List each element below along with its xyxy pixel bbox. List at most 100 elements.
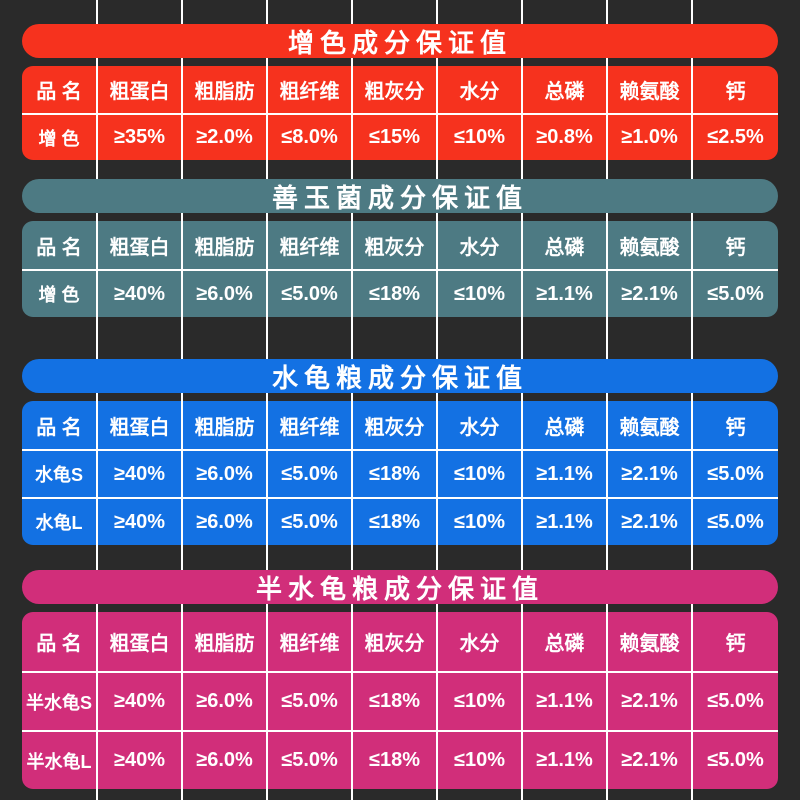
column-separator-line <box>608 0 693 800</box>
column-header: 粗脂肪 <box>183 612 268 671</box>
value-cell: ≥40% <box>98 269 183 317</box>
column-header: 品 名 <box>22 612 98 671</box>
column-header: 粗灰分 <box>353 612 438 671</box>
value-cell: ≥35% <box>98 113 183 160</box>
value-cell: ≤5.0% <box>268 730 353 789</box>
value-cell: ≥6.0% <box>183 269 268 317</box>
probiotic-table: 品 名粗蛋白 粗脂肪 粗纤维 粗灰分 水分 总磷 赖氨酸钙增 色 ≥40% ≥6.0% ≤5.0%… <box>22 221 778 317</box>
value-cell: ≤5.0% <box>268 269 353 317</box>
section-title: 水龟粮成分保证值 <box>22 359 778 393</box>
value-cell: ≥1.1% <box>523 497 608 545</box>
value-cell: ≤10% <box>438 497 523 545</box>
value-cell: ≤18% <box>353 730 438 789</box>
value-cell: ≤8.0% <box>268 113 353 160</box>
aquatic-turtle-food-table: 品 名粗蛋白 粗脂肪 粗纤维 粗灰分 水分 总磷 赖氨酸钙水龟S ≥40% ≥6.0% ≤5.0%… <box>22 401 778 545</box>
value-cell: ≤5.0% <box>693 671 778 730</box>
value-cell: ≥1.1% <box>523 671 608 730</box>
column-header: 粗蛋白 <box>98 612 183 671</box>
column-header: 赖氨酸 <box>608 66 693 113</box>
section-probiotic: 善玉菌成分保证值品 名粗蛋白 粗脂肪 粗纤维 粗灰分 水分 总磷 赖氨酸 钙增 色 ≥40% ≥6… <box>22 179 778 317</box>
column-header: 钙 <box>725 633 746 655</box>
value-cell: ≤5.0% <box>693 449 778 497</box>
column-header: 总磷 <box>523 612 608 671</box>
value-cell: ≥1.1% <box>523 269 608 317</box>
value-cell: ≥40% <box>98 497 183 545</box>
column-header: 钙 <box>725 81 746 103</box>
value-cell: ≤5.0% <box>693 730 778 789</box>
column-header: 赖氨酸 <box>608 401 693 449</box>
value-cell: ≤18% <box>353 671 438 730</box>
value-cell: ≥1.1% <box>523 730 608 789</box>
column-header: 粗灰分 <box>353 66 438 113</box>
value-cell: ≥2.1% <box>608 730 693 789</box>
value-cell: ≥2.1% <box>608 671 693 730</box>
value-cell: ≤15% <box>353 113 438 160</box>
column-header: 品 名 <box>22 221 98 269</box>
value-cell: ≤5.0% <box>268 449 353 497</box>
column-separator-line <box>183 0 268 800</box>
column-header: 水分 <box>438 66 523 113</box>
column-header: 钙 <box>725 416 746 439</box>
section-semi-aquatic-turtle-food: 半水龟粮成分保证值品 名粗蛋白 粗脂肪 粗纤维 粗灰分 水分 总磷 赖氨酸 钙半水龟S ≥40%… <box>22 570 778 789</box>
value-cell: ≤10% <box>438 449 523 497</box>
semi-aquatic-turtle-food-table: 品 名粗蛋白 粗脂肪 粗纤维 粗灰分 水分 总磷 赖氨酸钙半水龟S ≥40% ≥6.0% ≤5.0… <box>22 612 778 789</box>
value-cell: ≤5.0% <box>268 671 353 730</box>
value-cell: ≤10% <box>438 113 523 160</box>
value-cell: ≥2.1% <box>608 497 693 545</box>
column-header: 水分 <box>438 401 523 449</box>
row-label: 半水龟L <box>22 730 98 789</box>
column-header: 粗蛋白 <box>98 221 183 269</box>
section-title: 半水龟粮成分保证值 <box>22 570 778 604</box>
value-cell: ≥2.1% <box>608 449 693 497</box>
column-header: 品 名 <box>22 66 98 113</box>
value-cell: ≥40% <box>98 671 183 730</box>
column-header: 粗纤维 <box>268 66 353 113</box>
column-separator-line <box>438 0 523 800</box>
column-header: 粗灰分 <box>353 221 438 269</box>
column-header: 总磷 <box>523 221 608 269</box>
value-cell: ≤18% <box>353 449 438 497</box>
column-separator-line <box>98 0 183 800</box>
color-enhancing-table: 品 名粗蛋白 粗脂肪 粗纤维 粗灰分 水分 总磷 赖氨酸 钙增 色 ≥35% ≥2.0% ≤8.0%… <box>22 66 778 160</box>
value-cell: ≤5.0% <box>693 269 778 317</box>
row-label: 半水龟S <box>22 671 98 730</box>
value-cell: ≤10% <box>438 730 523 789</box>
sections-container: 增色成分保证值品 名粗蛋白 粗脂肪 粗纤维 粗灰分 水分 总磷 赖氨酸钙增 色 ≥35% ≥2.… <box>22 24 778 789</box>
section-aquatic-turtle-food: 水龟粮成分保证值品 名粗蛋白 粗脂肪 粗纤维 粗灰分 水分 总磷 赖氨酸 钙水龟S ≥40% ≥6… <box>22 359 778 545</box>
value-cell: ≤18% <box>353 497 438 545</box>
value-cell: ≥6.0% <box>183 730 268 789</box>
value-cell: ≥40% <box>98 730 183 789</box>
value-cell: ≥2.0% <box>183 113 268 160</box>
column-header: 赖氨酸 <box>608 612 693 671</box>
column-header: 品 名 <box>22 401 98 449</box>
value-cell: ≥1.1% <box>523 449 608 497</box>
column-header: 粗纤维 <box>268 612 353 671</box>
section-title: 增色成分保证值 <box>22 24 778 58</box>
value-cell: ≤2.5% <box>693 113 778 160</box>
row-label: 增 色 <box>22 269 98 317</box>
value-cell: ≥2.1% <box>608 269 693 317</box>
background-column-lines <box>22 0 778 800</box>
value-cell: ≥6.0% <box>183 497 268 545</box>
section-title: 善玉菌成分保证值 <box>22 179 778 213</box>
column-header: 水分 <box>438 221 523 269</box>
column-header: 粗灰分 <box>353 401 438 449</box>
value-cell: ≥6.0% <box>183 449 268 497</box>
column-header: 粗脂肪 <box>183 401 268 449</box>
column-header: 水分 <box>438 612 523 671</box>
value-cell: ≥1.0% <box>608 113 693 160</box>
row-label: 水龟S <box>22 449 98 497</box>
row-label: 水龟L <box>22 497 98 545</box>
column-header: 粗蛋白 <box>98 66 183 113</box>
column-header: 粗蛋白 <box>98 401 183 449</box>
row-label: 增 色 <box>22 113 98 160</box>
value-cell: ≥6.0% <box>183 671 268 730</box>
column-header: 粗脂肪 <box>183 66 268 113</box>
column-header: 粗脂肪 <box>183 221 268 269</box>
column-header: 粗纤维 <box>268 401 353 449</box>
column-separator-line <box>353 0 438 800</box>
value-cell: ≤10% <box>438 269 523 317</box>
column-separator-line <box>268 0 353 800</box>
value-cell: ≥0.8% <box>523 113 608 160</box>
value-cell: ≤5.0% <box>693 497 778 545</box>
